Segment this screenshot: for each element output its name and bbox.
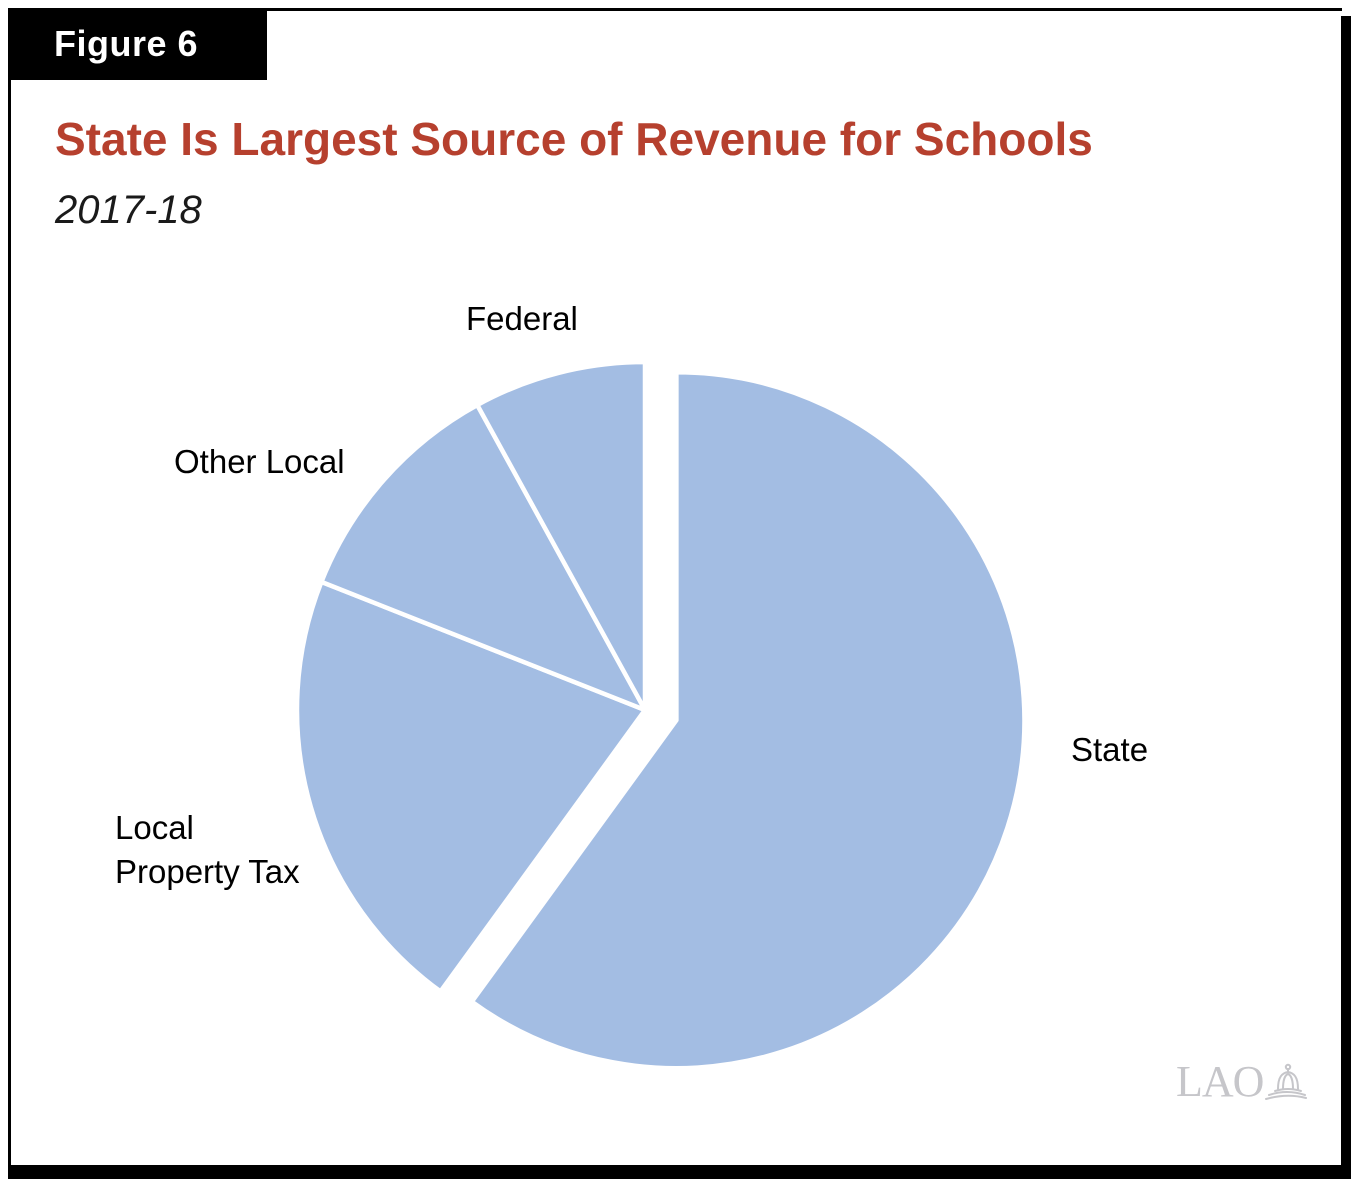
pie-slice-local-property-tax bbox=[294, 579, 648, 994]
frame-border-left bbox=[8, 8, 11, 1166]
pie-slice-state bbox=[469, 369, 1027, 1071]
pie-slice-other-local bbox=[319, 402, 648, 713]
frame-border-top bbox=[8, 8, 1342, 11]
frame-border-right bbox=[1341, 16, 1351, 1179]
slice-label-state: State bbox=[1071, 731, 1149, 768]
lao-logo-text: LAO bbox=[1176, 1057, 1264, 1106]
figure-number: Figure 6 bbox=[54, 23, 199, 64]
chart-title: State Is Largest Source of Revenue for S… bbox=[55, 113, 1093, 165]
slice-label-other-local: Other Local bbox=[174, 443, 345, 480]
capitol-dome-icon bbox=[1265, 1063, 1308, 1100]
slice-label-local-property-tax: Local Property Tax bbox=[115, 809, 300, 890]
frame-border-bottom bbox=[8, 1165, 1351, 1179]
chart-subtitle: 2017-18 bbox=[55, 188, 202, 232]
pie-slice-federal bbox=[475, 359, 648, 713]
slice-label-federal: Federal bbox=[466, 300, 578, 337]
figure-number-box: Figure 6 bbox=[8, 8, 267, 80]
lao-logo: LAO bbox=[1176, 1057, 1308, 1106]
